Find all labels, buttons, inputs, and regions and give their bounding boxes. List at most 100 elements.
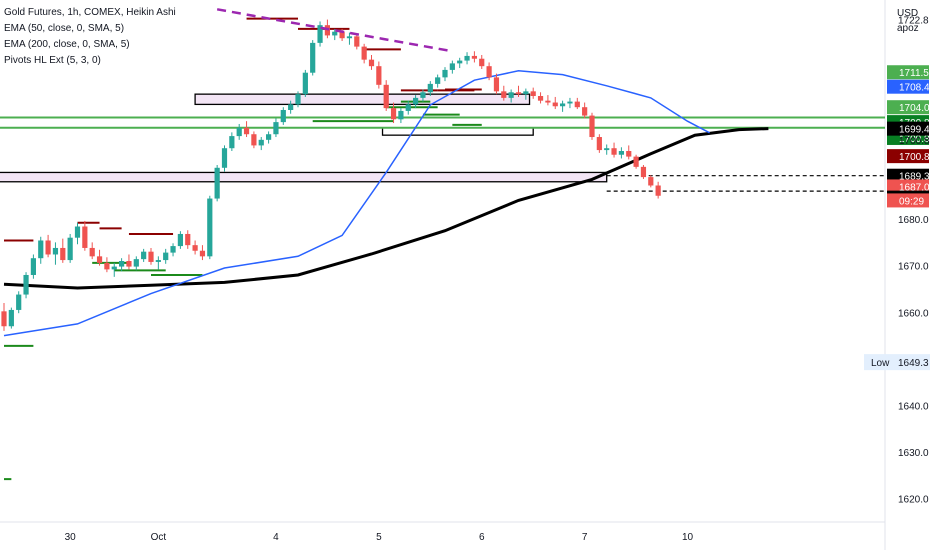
candle-body[interactable] — [604, 148, 610, 151]
candle-body[interactable] — [552, 102, 558, 107]
candle-body[interactable] — [221, 148, 228, 168]
candle-body[interactable] — [457, 60, 463, 64]
candle-body[interactable] — [133, 259, 139, 267]
candle-body[interactable] — [273, 122, 279, 135]
candle-body[interactable] — [537, 96, 544, 101]
candle-body[interactable] — [104, 262, 110, 270]
candle-body[interactable] — [280, 109, 286, 123]
candle-body[interactable] — [192, 245, 198, 251]
candle-body[interactable] — [163, 252, 169, 261]
candle-body[interactable] — [295, 94, 301, 105]
candle-body[interactable] — [30, 258, 36, 275]
candle-body[interactable] — [251, 134, 257, 146]
candle-body[interactable] — [523, 91, 529, 95]
candle-body[interactable] — [361, 46, 367, 60]
candle-body[interactable] — [640, 166, 647, 178]
candle-body[interactable] — [354, 36, 360, 47]
legend-ema50[interactable]: EMA (50, close, 0, SMA, 5) — [4, 23, 125, 34]
candle-body[interactable] — [111, 266, 117, 270]
candle-body[interactable] — [508, 92, 514, 98]
candle-body[interactable] — [141, 251, 147, 260]
candle-body[interactable] — [207, 198, 213, 257]
candle-body[interactable] — [398, 110, 404, 120]
chart-title[interactable]: Gold Futures, 1h, COMEX, Heikin Ashi — [4, 7, 176, 18]
candle-body[interactable] — [390, 108, 397, 120]
candle-body[interactable] — [74, 226, 81, 238]
candle-body[interactable] — [376, 66, 382, 85]
ema200-line[interactable] — [3, 127, 769, 290]
zone-box-2[interactable] — [0, 171, 608, 183]
candle-body[interactable] — [67, 237, 73, 261]
candle-body[interactable] — [302, 72, 308, 95]
candle-body[interactable] — [89, 247, 95, 257]
candle-body[interactable] — [177, 233, 183, 247]
candle-body[interactable] — [1, 311, 7, 327]
candle-body[interactable] — [266, 134, 272, 140]
candle-body[interactable] — [148, 251, 154, 262]
candles-layer[interactable] — [1, 19, 661, 331]
candle-body[interactable] — [574, 101, 580, 108]
zone-box-0[interactable] — [194, 93, 531, 106]
candle-body[interactable] — [16, 294, 22, 310]
candle-body[interactable] — [493, 77, 500, 92]
candle-body[interactable] — [332, 31, 338, 36]
candle-body[interactable] — [199, 250, 206, 257]
candle-body[interactable] — [8, 309, 14, 327]
candle-body[interactable] — [288, 104, 294, 110]
candle-body[interactable] — [515, 92, 522, 95]
candle-body[interactable] — [479, 58, 485, 67]
candle-body[interactable] — [655, 185, 661, 196]
candle-body[interactable] — [82, 226, 88, 248]
candle-body[interactable] — [339, 31, 345, 39]
candle-body[interactable] — [214, 167, 220, 199]
candle-body[interactable] — [96, 256, 103, 263]
candle-body[interactable] — [23, 274, 29, 295]
candle-body[interactable] — [38, 240, 44, 259]
candle-body[interactable] — [45, 240, 51, 255]
candle-body[interactable] — [464, 55, 470, 61]
candle-body[interactable] — [413, 97, 419, 105]
candle-body[interactable] — [126, 261, 132, 267]
candle-body[interactable] — [471, 55, 477, 59]
legend-ema200[interactable]: EMA (200, close, 0, SMA, 5) — [4, 39, 130, 50]
candle-body[interactable] — [435, 77, 441, 84]
candle-body[interactable] — [633, 156, 639, 167]
candle-body[interactable] — [596, 137, 602, 151]
candle-body[interactable] — [243, 127, 250, 135]
candle-body[interactable] — [589, 115, 595, 138]
candle-body[interactable] — [368, 59, 375, 67]
low-marker-box[interactable] — [864, 354, 930, 371]
candle-body[interactable] — [317, 25, 323, 43]
time-axis[interactable]: 30 Oct 4 5 6 7 10 — [65, 532, 694, 543]
candle-body[interactable] — [229, 136, 235, 149]
candle-body[interactable] — [383, 84, 389, 109]
candle-body[interactable] — [530, 91, 536, 97]
candle-body[interactable] — [119, 261, 125, 267]
candle-body[interactable] — [648, 177, 654, 186]
legend-pivots[interactable]: Pivots HL Ext (5, 3, 0) — [4, 55, 101, 66]
candle-body[interactable] — [420, 92, 426, 98]
candle-body[interactable] — [501, 91, 507, 98]
candle-body[interactable] — [324, 25, 330, 36]
trendline-layer[interactable] — [216, 8, 453, 53]
candle-body[interactable] — [582, 107, 588, 116]
ema50-line[interactable] — [3, 70, 710, 337]
candle-body[interactable] — [60, 247, 66, 261]
candle-body[interactable] — [427, 83, 433, 93]
candle-body[interactable] — [545, 100, 551, 103]
candle-body[interactable] — [155, 260, 161, 262]
candle-body[interactable] — [486, 66, 492, 78]
zone-box-1[interactable] — [381, 127, 534, 136]
candle-body[interactable] — [611, 148, 617, 155]
candle-body[interactable] — [310, 42, 316, 73]
candle-body[interactable] — [567, 101, 573, 104]
trendline-dashed[interactable] — [216, 8, 453, 53]
candle-body[interactable] — [346, 36, 353, 39]
candle-body[interactable] — [405, 104, 411, 111]
candle-body[interactable] — [52, 247, 59, 255]
candle-body[interactable] — [170, 246, 176, 253]
candle-body[interactable] — [618, 151, 624, 155]
candle-body[interactable] — [258, 139, 264, 146]
candle-body[interactable] — [449, 63, 455, 70]
